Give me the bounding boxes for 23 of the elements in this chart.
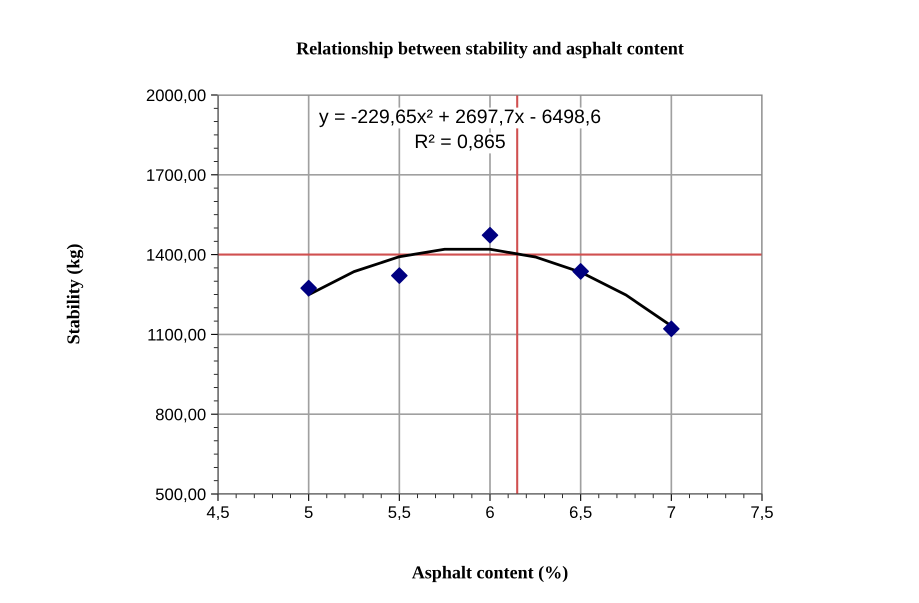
annotation: y = -229,65x² + 2697,7x - 6498,6 [318,109,600,128]
x-tick-label: 6,5 [570,506,592,520]
y-axis-title: Stability (kg) [66,244,84,344]
y-tick-label: 800,00 [156,408,206,422]
y-tick-label: 500,00 [156,488,206,502]
point [300,280,317,296]
point [663,320,680,338]
y-tick-label: 1700,00 [147,169,206,183]
x-tick-label: 4,5 [206,506,229,520]
y-tick-label: 1400,00 [147,249,206,263]
x-axis-title: Asphalt content (%) [412,566,568,582]
x-tick-label: 5 [304,506,313,518]
point [391,267,408,284]
x-tick-label: 5,5 [388,506,410,520]
annotation: R² = 0,865 [416,134,505,151]
x-tick-label: 7 [668,506,676,518]
x-tick-label: 7,5 [751,506,773,520]
chart-title: Relationship between stability and asphalt content [296,42,684,58]
y-tick-label: 1100,00 [148,328,206,343]
x-tick-label: 6 [486,506,494,518]
y-tick-label: 2000,00 [146,89,206,104]
point [572,263,589,280]
point [482,226,498,244]
